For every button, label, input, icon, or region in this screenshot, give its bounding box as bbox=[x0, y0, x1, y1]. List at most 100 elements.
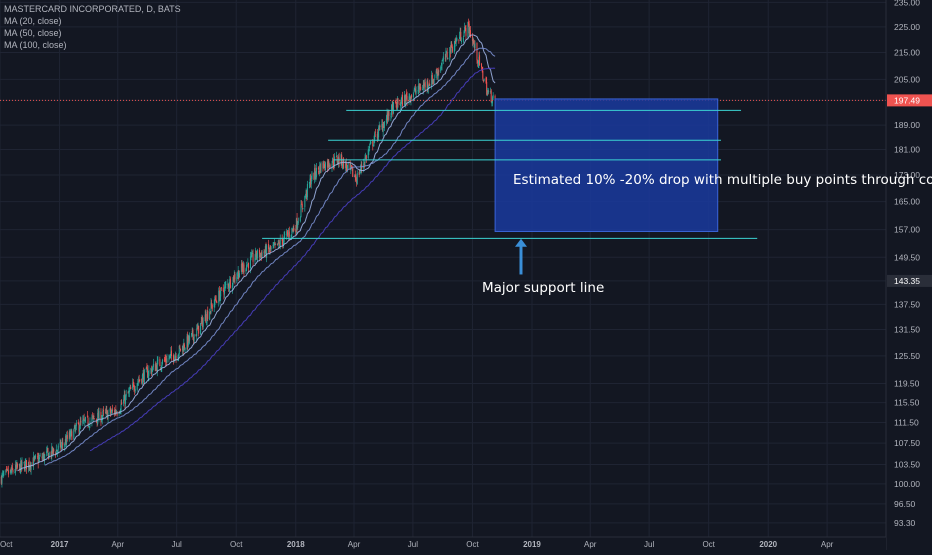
candle-body bbox=[57, 445, 59, 450]
candle bbox=[133, 382, 135, 392]
candle-body bbox=[37, 457, 39, 464]
candle bbox=[71, 429, 73, 441]
candle bbox=[426, 79, 428, 94]
candle-body bbox=[156, 360, 158, 373]
candle-body bbox=[476, 43, 478, 61]
candle-body bbox=[279, 239, 281, 247]
candle bbox=[400, 97, 402, 108]
candle-body bbox=[174, 356, 176, 361]
candle bbox=[259, 247, 261, 261]
candle-body bbox=[422, 85, 424, 90]
candle bbox=[207, 306, 209, 322]
candle-body bbox=[32, 461, 34, 467]
candle bbox=[227, 283, 229, 292]
candle bbox=[157, 356, 159, 365]
candle-body bbox=[349, 161, 351, 169]
candle bbox=[442, 51, 444, 65]
candle bbox=[252, 249, 254, 267]
candle-body bbox=[454, 40, 456, 47]
candle-body bbox=[24, 464, 26, 471]
candle-body bbox=[59, 441, 61, 445]
candle bbox=[413, 87, 415, 93]
candle-body bbox=[187, 335, 189, 346]
candle bbox=[106, 405, 108, 415]
candle bbox=[25, 458, 27, 468]
candle bbox=[400, 102, 402, 111]
candle bbox=[169, 353, 171, 358]
candle bbox=[436, 68, 438, 80]
candle-body bbox=[400, 99, 402, 104]
candle-body bbox=[134, 389, 136, 391]
candle bbox=[293, 224, 295, 232]
candle-body bbox=[406, 95, 408, 102]
candle bbox=[451, 44, 453, 54]
candle-body bbox=[295, 229, 297, 233]
candle bbox=[417, 85, 419, 95]
candle bbox=[295, 224, 297, 236]
candle-body bbox=[411, 95, 413, 98]
candle bbox=[423, 80, 425, 89]
candle bbox=[440, 62, 442, 70]
candle-body bbox=[337, 162, 339, 164]
time-axis-panel bbox=[0, 537, 886, 550]
candle bbox=[297, 220, 299, 230]
candle bbox=[28, 457, 30, 471]
candle-body bbox=[73, 425, 75, 429]
candle-body bbox=[192, 329, 194, 338]
candle bbox=[180, 348, 182, 352]
candle-body bbox=[314, 168, 316, 179]
candle-body bbox=[12, 470, 14, 473]
candle bbox=[418, 83, 420, 93]
candle bbox=[201, 314, 203, 324]
candle-body bbox=[341, 155, 343, 166]
candle bbox=[123, 389, 125, 401]
candle-body bbox=[115, 409, 117, 413]
candle-body bbox=[381, 123, 383, 128]
candle-body bbox=[341, 165, 343, 167]
candle-body bbox=[56, 450, 58, 451]
candle-body bbox=[164, 358, 166, 360]
candle bbox=[209, 308, 211, 321]
candle-body bbox=[324, 167, 326, 170]
candle bbox=[42, 452, 44, 461]
candle bbox=[229, 276, 231, 289]
candle bbox=[409, 93, 411, 101]
candle-body bbox=[147, 374, 149, 378]
candle bbox=[388, 109, 390, 121]
candle-body bbox=[429, 83, 431, 86]
candle-body bbox=[101, 419, 103, 421]
candle bbox=[287, 230, 289, 238]
candle-body bbox=[252, 253, 254, 262]
candle bbox=[77, 419, 79, 425]
candle-body bbox=[363, 163, 365, 169]
candle-body bbox=[216, 301, 218, 304]
candle-body bbox=[442, 59, 444, 62]
candle bbox=[414, 85, 416, 91]
candle bbox=[205, 321, 207, 326]
candle bbox=[306, 180, 308, 201]
candle-body bbox=[43, 453, 45, 461]
candle-body bbox=[260, 252, 262, 258]
candle bbox=[358, 169, 360, 178]
candle-body bbox=[436, 71, 438, 74]
candle-body bbox=[400, 104, 402, 106]
candle-body bbox=[9, 469, 11, 474]
candle bbox=[263, 249, 265, 257]
candle-body bbox=[465, 27, 467, 36]
candle-body bbox=[170, 351, 172, 356]
candle-body bbox=[169, 355, 171, 358]
candle bbox=[435, 68, 437, 80]
candle bbox=[278, 239, 280, 245]
y-tick-label: 165.00 bbox=[894, 197, 920, 207]
candle-body bbox=[68, 432, 70, 440]
candle-body bbox=[474, 43, 476, 48]
candle-body bbox=[329, 165, 331, 168]
candle-body bbox=[326, 161, 328, 168]
candle-body bbox=[161, 365, 163, 369]
candle-body bbox=[299, 217, 301, 222]
candle-body bbox=[60, 442, 62, 449]
candle-body bbox=[51, 446, 53, 457]
candle bbox=[3, 470, 5, 477]
